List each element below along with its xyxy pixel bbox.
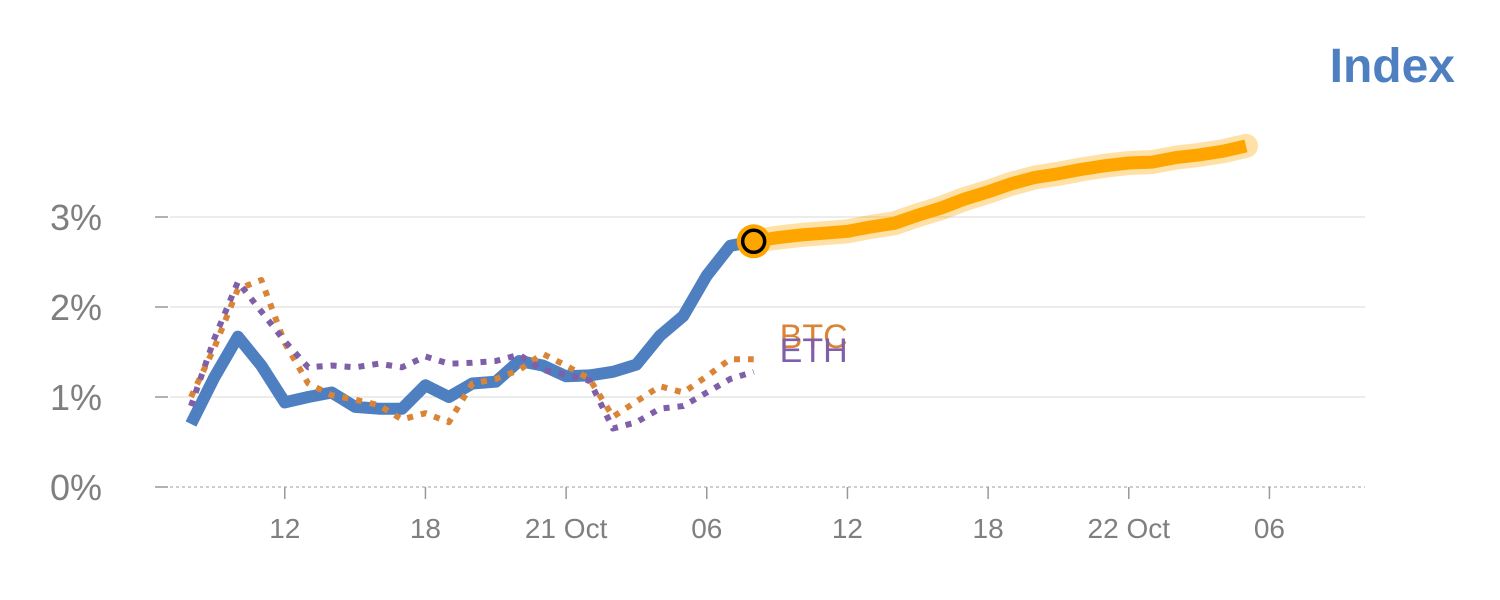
series-line-eth: [188, 278, 755, 432]
y-axis: 0% 1% 2% 3%: [50, 197, 168, 508]
x-axis: 12 18 21 Oct 06 12 18 22 Oct 06: [269, 487, 1285, 544]
marker-layer: [736, 224, 771, 259]
series-label-btc: BTC: [780, 318, 848, 356]
y-tick-label: 2%: [50, 287, 102, 328]
marker-ring: [740, 228, 767, 255]
chart-title: Index: [1330, 40, 1456, 93]
x-tick-label: 12: [832, 513, 863, 544]
y-tick-label: 3%: [50, 197, 102, 238]
series-line-series-3: [752, 139, 1248, 248]
grid-lines: [170, 216, 1365, 488]
x-tick-label: 18: [410, 513, 441, 544]
series-lines: [185, 133, 1258, 432]
series-line-btc: [188, 277, 754, 426]
y-tick-label: 0%: [50, 467, 102, 508]
x-tick-label: 06: [691, 513, 722, 544]
series-label-eth: ETH: [780, 332, 848, 370]
x-tick-label: 12: [269, 513, 300, 544]
y-tick-label: 1%: [50, 377, 102, 418]
x-tick-label: 21 Oct: [525, 513, 608, 544]
x-tick-label: 18: [973, 513, 1004, 544]
x-tick-label: 22 Oct: [1088, 513, 1171, 544]
x-tick-label: 06: [1254, 513, 1285, 544]
